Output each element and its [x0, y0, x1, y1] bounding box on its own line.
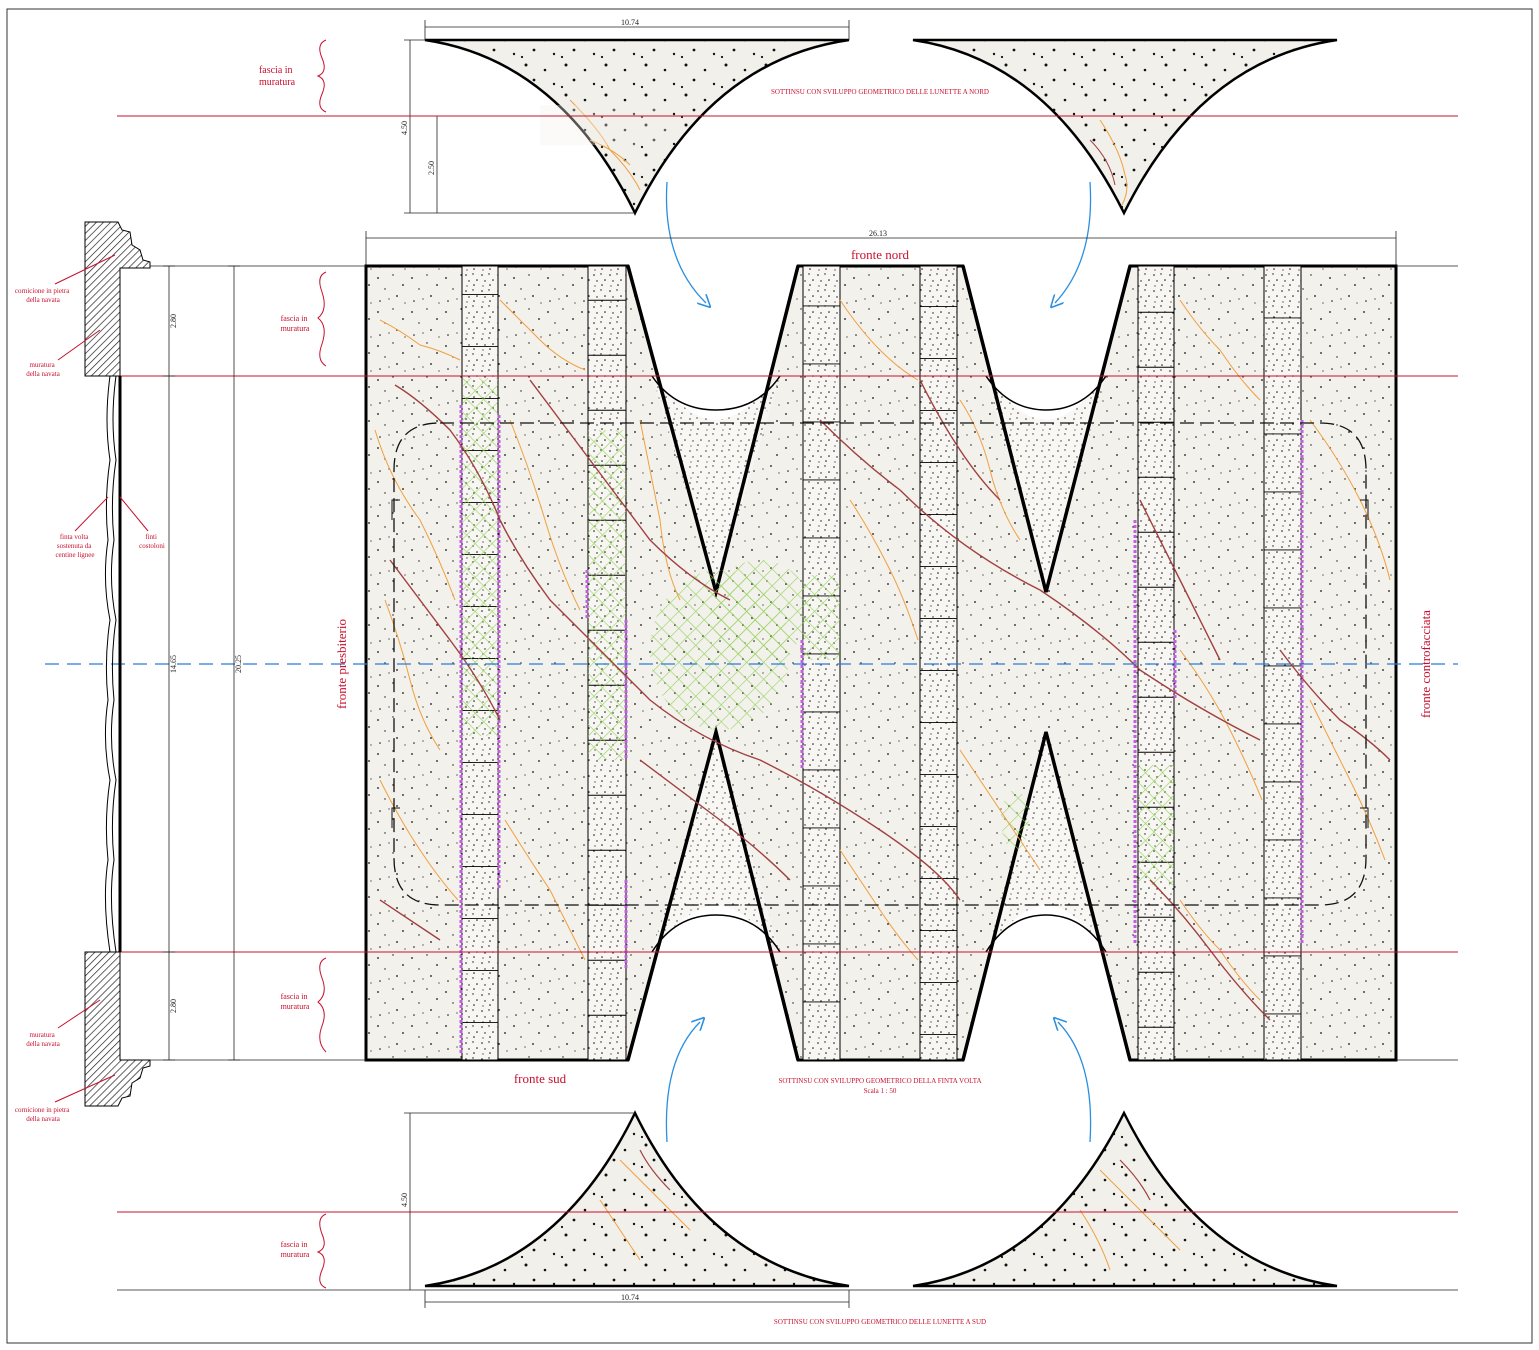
- lunette-nord-right: [912, 38, 1338, 216]
- label-fronte-nord: fronte nord: [851, 247, 910, 262]
- label-fronte-controfacciata: fronte controfacciata: [1418, 610, 1433, 718]
- title-lunette-nord: SOTTINSU CON SVILUPPO GEOMETRICO DELLE L…: [771, 88, 989, 96]
- lunette-gap-nord-right: [986, 376, 1106, 592]
- rib-6: [1263, 265, 1302, 1061]
- finta-volta-section: [104, 375, 111, 953]
- dim-lunette-height-top: 4.50: [400, 121, 409, 135]
- label-cornicione-bottom: cornicione in pietra della navata: [15, 1106, 71, 1123]
- label-muratura-top: muratura della navata: [26, 361, 61, 378]
- dims-vertical: [163, 265, 240, 1061]
- left-section-labels: cornicione in pietra della navata muratu…: [15, 254, 165, 1123]
- label-fascia-mid: fascia in muratura: [281, 314, 310, 333]
- lunette-nord-group: [424, 38, 1338, 216]
- dim-lunette-height-bottom: 4.50: [400, 1193, 409, 1207]
- label-finti-costoloni: finti costoloni: [139, 533, 165, 550]
- dims-bottom: [404, 1112, 850, 1308]
- dim-band-top: 2.80: [169, 314, 178, 328]
- label-fascia-bottom: fascia in muratura: [281, 1240, 310, 1259]
- arrow-nord-left: [665, 181, 706, 303]
- rib-4: [919, 265, 958, 1061]
- rib-5: [1137, 265, 1175, 1061]
- lunette-sud-group: [424, 1110, 1338, 1288]
- dim-band-bottom: 2.80: [169, 999, 178, 1013]
- wall-top-hatched: [84, 221, 151, 377]
- title-finta-volta: SOTTINSU CON SVILUPPO GEOMETRICO DELLA F…: [778, 1077, 981, 1085]
- rib-3: [802, 265, 841, 1061]
- purple-edges: [459, 405, 1304, 1055]
- lunette-gap-nord-left: [652, 376, 780, 592]
- moss-areas: [463, 378, 1174, 885]
- arrow-nord-right: [1055, 181, 1092, 303]
- label-fronte-presbiterio: fronte presbiterio: [334, 619, 349, 709]
- label-fronte-sud: fronte sud: [514, 1071, 567, 1086]
- dim-vault-width: 26.13: [869, 229, 887, 238]
- label-fascia-low: fascia in muratura: [281, 992, 310, 1011]
- label-muratura-bottom: muratura della navata: [26, 1031, 61, 1048]
- arrow-sud-right: [1058, 1022, 1092, 1143]
- label-fascia-top: fascia in muratura: [259, 65, 296, 88]
- label-cornicione-top: cornicione in pietra della navata: [15, 287, 71, 304]
- dim-lunette-width-top: 10.74: [621, 18, 639, 27]
- dim-total-height: 20.25: [234, 655, 243, 673]
- title-lunette-sud: SOTTINSU CON SVILUPPO GEOMETRICO DELLE L…: [774, 1318, 986, 1326]
- arrow-sud-left: [665, 1022, 700, 1143]
- title-scale: Scala 1 : 50: [864, 1087, 897, 1095]
- lunette-nord-left: [424, 38, 850, 216]
- vault-plan: [364, 264, 1398, 1062]
- dim-lunette-width-bottom: 10.74: [621, 1293, 639, 1302]
- sheet-border: [6, 8, 1533, 1344]
- label-finta-volta: finta volta sostenuta da centine lignee: [55, 533, 94, 559]
- brace-top: [316, 39, 327, 113]
- lunette-gap-sud-left: [652, 732, 780, 952]
- left-section: [84, 221, 151, 1107]
- dims-top: 10.74 4.50 2.50: [400, 18, 850, 214]
- cracks-orange: [374, 299, 1391, 1001]
- lunette-sud-left: [424, 1110, 850, 1288]
- dim-vault-center: 14.65: [169, 655, 178, 673]
- lunette-sud-right: [912, 1110, 1338, 1288]
- finta-volta-outline: [393, 422, 1367, 906]
- cracks-brown: [379, 379, 1391, 1021]
- dim-lunette-sub-top: 2.50: [427, 161, 436, 175]
- lunette-gap-sud-right: [986, 732, 1106, 952]
- vault-main-surface: [364, 264, 1398, 1062]
- wall-bottom-hatched: [84, 951, 151, 1107]
